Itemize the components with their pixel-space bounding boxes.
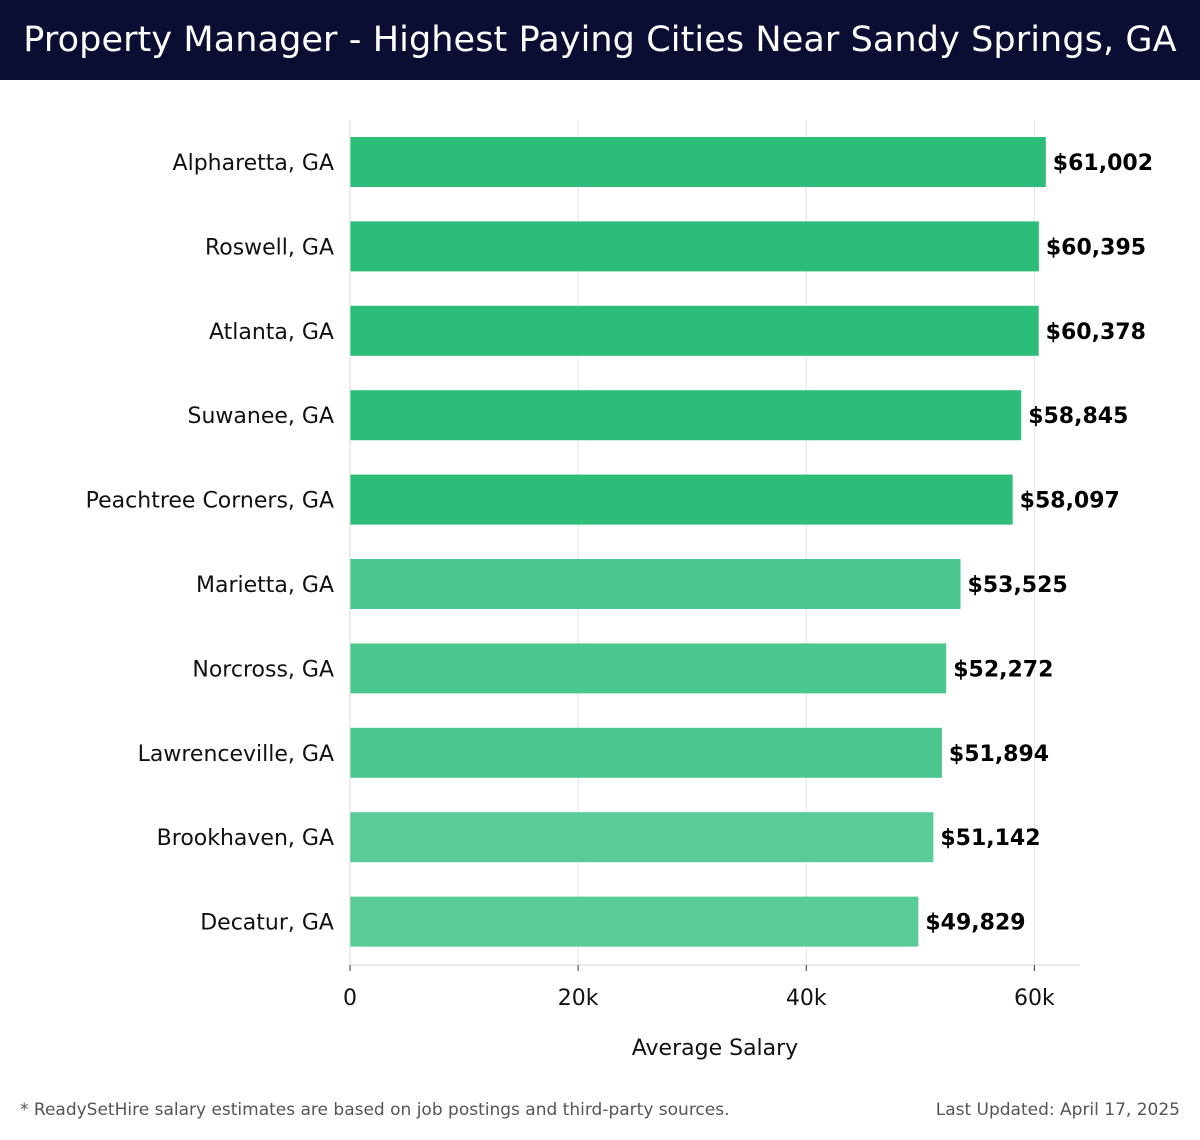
category-label: Atlanta, GA: [209, 320, 334, 345]
bar: [350, 643, 947, 694]
bar: [350, 305, 1039, 356]
value-label: $52,272: [953, 657, 1053, 682]
last-updated: Last Updated: April 17, 2025: [935, 1100, 1180, 1120]
category-label: Suwanee, GA: [188, 404, 334, 429]
x-tick-label: 20k: [558, 986, 599, 1011]
footnote: * ReadySetHire salary estimates are base…: [20, 1100, 730, 1120]
x-tick-label: 40k: [786, 986, 827, 1011]
value-label: $49,829: [925, 911, 1025, 936]
value-labels: $61,002 $60,395 $60,378 $58,845 $58,097 $53,5…: [925, 151, 1153, 936]
bars: [350, 137, 1046, 947]
value-label: $51,142: [940, 826, 1040, 851]
value-label: $58,097: [1020, 489, 1120, 514]
x-axis-title: Average Salary: [632, 1036, 798, 1061]
x-axis: 0 20k 40k 60k: [343, 120, 1080, 1011]
value-label: $61,002: [1053, 151, 1153, 176]
bar: [350, 812, 934, 863]
category-label: Lawrenceville, GA: [138, 742, 334, 767]
value-label: $60,395: [1046, 235, 1146, 260]
bar: [350, 727, 942, 778]
category-label: Alpharetta, GA: [173, 151, 334, 176]
category-labels: Alpharetta, GA Roswell, GA Atlanta, GA Suwa…: [86, 151, 334, 936]
value-label: $53,525: [968, 573, 1068, 598]
page-title: Property Manager - Highest Paying Cities…: [23, 20, 1177, 60]
title-bar: Property Manager - Highest Paying Cities…: [0, 0, 1200, 80]
bar: [350, 559, 961, 609]
category-label: Brookhaven, GA: [157, 826, 334, 851]
x-tick-label: 60k: [1014, 986, 1055, 1011]
bar: [350, 896, 919, 947]
x-tick-label: 0: [343, 986, 357, 1011]
category-label: Marietta, GA: [196, 573, 334, 598]
bar: [350, 221, 1039, 272]
category-label: Roswell, GA: [205, 235, 334, 260]
bar: [350, 137, 1046, 187]
value-label: $60,378: [1046, 320, 1146, 345]
value-label: $51,894: [949, 742, 1049, 767]
category-label: Norcross, GA: [192, 657, 334, 682]
salary-bar-chart: Alpharetta, GA Roswell, GA Atlanta, GA Suwa…: [86, 120, 1153, 1061]
category-label: Decatur, GA: [200, 911, 334, 936]
value-label: $58,845: [1028, 404, 1128, 429]
bar: [350, 474, 1013, 525]
bar: [350, 390, 1022, 441]
category-label: Peachtree Corners, GA: [86, 489, 334, 514]
